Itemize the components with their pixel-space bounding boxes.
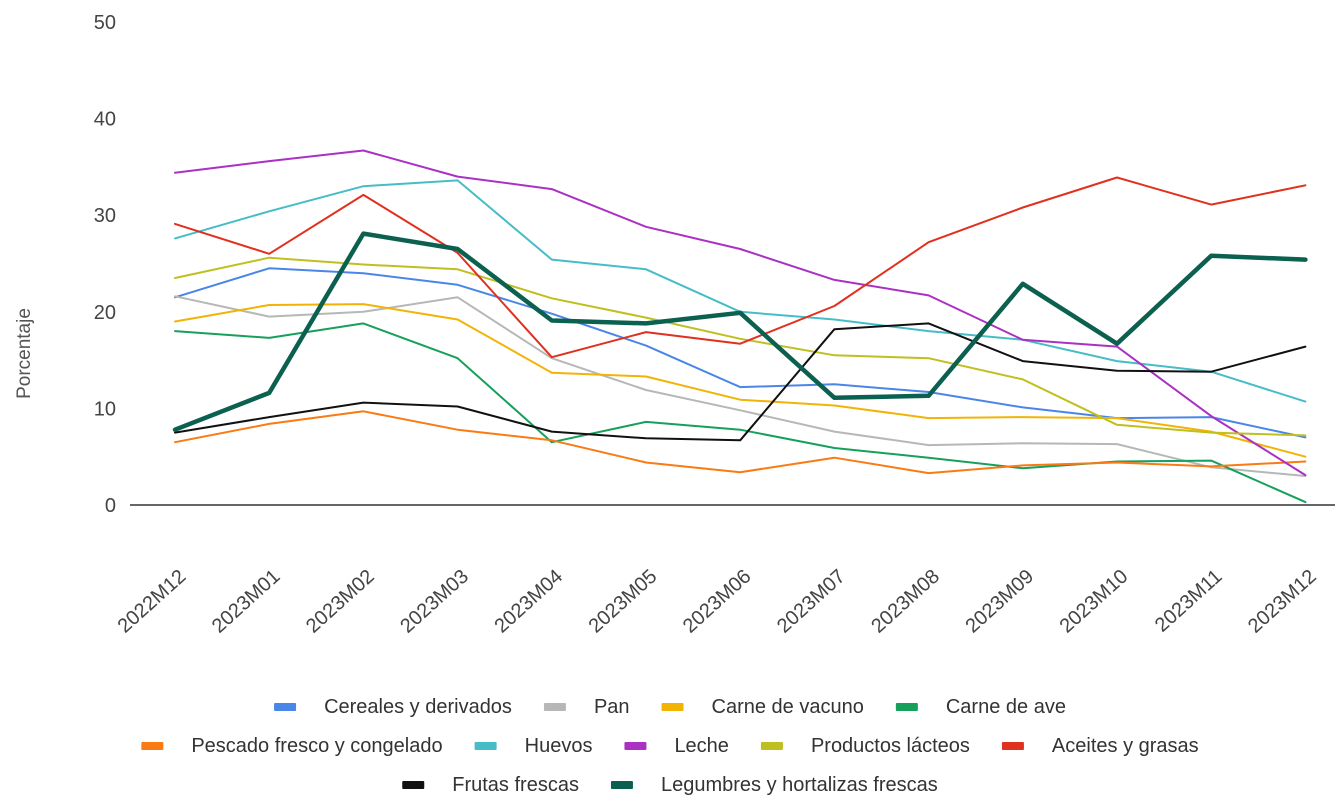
y-tick-label: 40 <box>94 109 116 131</box>
series-line-carne-de-vacuno <box>174 303 1307 458</box>
legend-swatch <box>474 742 497 750</box>
legend-label: Aceites y grasas <box>1052 735 1199 757</box>
y-tick-label: 20 <box>94 302 116 324</box>
x-tick-label: 2023M05 <box>585 565 662 637</box>
legend-label: Frutas frescas <box>452 774 579 796</box>
x-tick-label: 2023M10 <box>1056 565 1133 637</box>
legend-swatch <box>543 703 566 711</box>
legend-swatch <box>895 703 918 711</box>
x-tick-label: 2023M12 <box>1244 565 1321 637</box>
legend-label: Legumbres y hortalizas frescas <box>661 774 938 796</box>
legend-label: Cereales y derivados <box>324 696 512 718</box>
series-line-frutas-frescas <box>174 322 1307 442</box>
x-tick-label: 2023M08 <box>867 565 944 637</box>
legend-swatch <box>610 781 633 789</box>
y-tick-label: 30 <box>94 205 116 227</box>
x-axis-ticks: 2022M12 2023M01 2023M02 2023M03 2023M04 2023M… <box>114 565 1321 637</box>
x-tick-label: 2022M12 <box>114 565 191 637</box>
series-line-pescado-fresco-y-congelado <box>174 410 1307 475</box>
y-tick-label: 0 <box>105 495 116 517</box>
series-line-pan <box>174 295 1307 477</box>
series-line-leche <box>174 149 1307 477</box>
x-tick-label: 2023M06 <box>679 565 756 637</box>
series-line-cereales-y-derivados <box>174 267 1307 439</box>
y-tick-label: 10 <box>94 398 116 420</box>
series-line-legumbres-y-hortalizas-frescas <box>172 231 1308 432</box>
legend-label: Huevos <box>525 735 593 757</box>
legend-label: Pescado fresco y congelado <box>191 735 442 757</box>
y-axis-title: Porcentaje <box>14 308 35 399</box>
y-tick-label: 50 <box>94 12 116 34</box>
x-tick-label: 2023M09 <box>961 565 1038 637</box>
legend-swatch <box>274 703 297 711</box>
x-tick-label: 2023M02 <box>302 565 379 637</box>
legend-swatch <box>1001 742 1024 750</box>
legend-label: Pan <box>594 696 630 718</box>
y-axis-ticks: 0 10 20 30 40 50 <box>94 12 116 517</box>
series-line-carne-de-ave <box>174 322 1307 504</box>
x-tick-label: 2023M04 <box>490 565 567 637</box>
legend-label: Leche <box>674 735 729 757</box>
series-line-productos-lacteos <box>174 256 1307 437</box>
series-line-aceites-y-grasas <box>174 176 1307 359</box>
series-lines <box>172 149 1308 504</box>
legend-label: Carne de ave <box>946 696 1066 718</box>
legend-label: Productos lácteos <box>811 735 970 757</box>
x-tick-label: 2023M01 <box>208 565 285 637</box>
x-tick-label: 2023M11 <box>1151 565 1227 636</box>
legend-swatch <box>624 742 647 750</box>
x-tick-label: 2023M07 <box>773 565 850 637</box>
legend-swatch <box>402 781 425 789</box>
series-line-huevos <box>174 179 1307 403</box>
legend-swatch <box>141 742 164 750</box>
legend-swatch <box>760 742 783 750</box>
legend-swatch <box>661 703 684 711</box>
legend-label: Carne de vacuno <box>712 696 864 718</box>
legend: Cereales y derivados Pan Carne de vacuno Ca… <box>141 696 1199 796</box>
x-tick-label: 2023M03 <box>396 565 473 637</box>
